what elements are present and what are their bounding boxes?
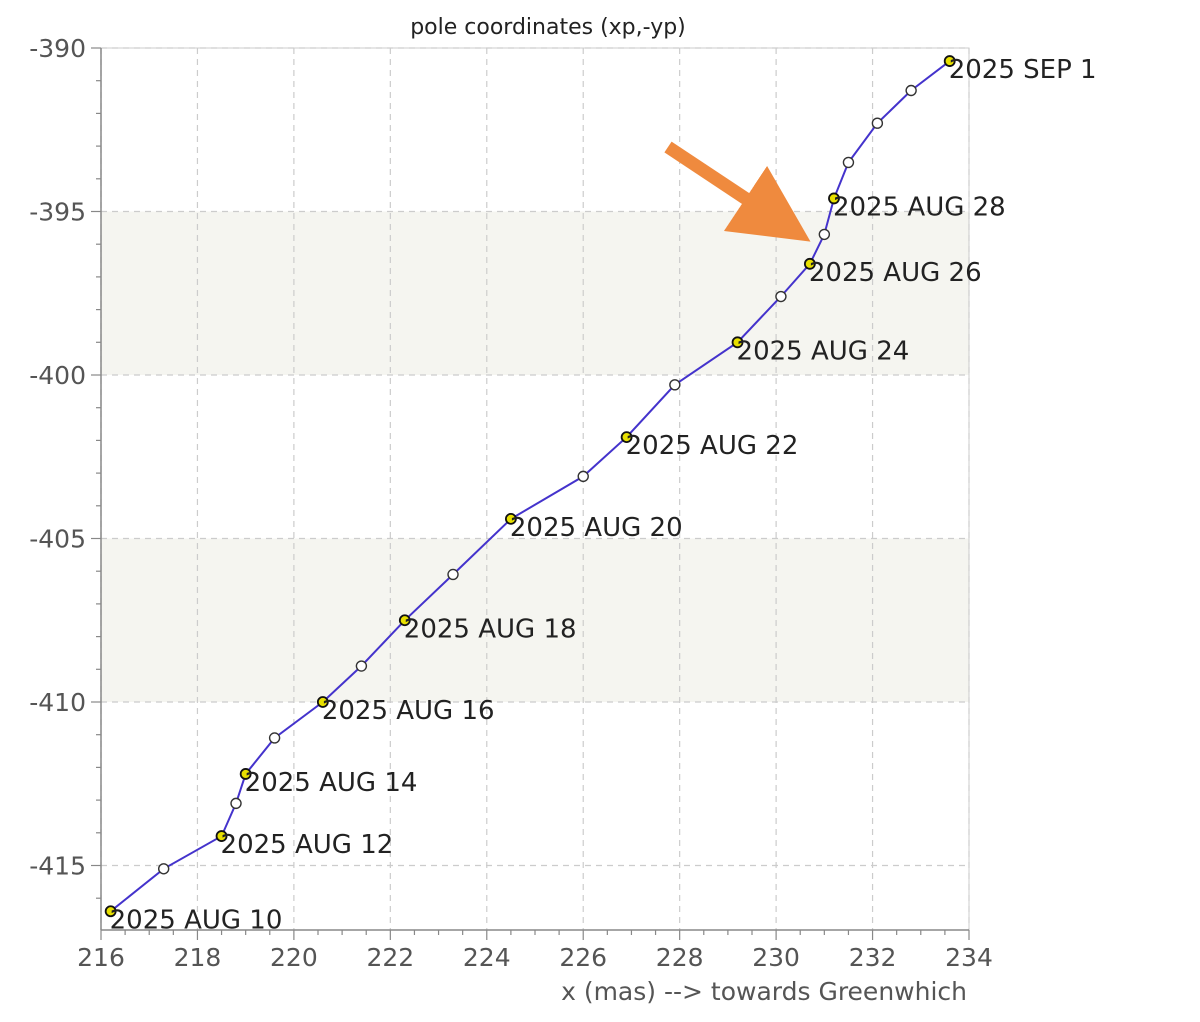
x-tick-label: 234 <box>945 943 993 972</box>
y-tick-label: -415 <box>29 852 86 881</box>
point-date-label: 2025 AUG 14 <box>245 768 418 798</box>
labeled-point <box>316 696 329 708</box>
data-point <box>577 470 589 483</box>
point-date-label: 2025 AUG 24 <box>737 336 910 366</box>
series-group: 2025 AUG 10 2025 AUG 12 2025 AUG 14 2025 AU… <box>104 55 1097 935</box>
series-line <box>109 60 951 913</box>
annotation-arrow <box>664 141 811 242</box>
data-point <box>669 379 681 391</box>
data-point <box>842 156 855 169</box>
chart-title: pole coordinates (xp,-yp) <box>410 15 686 40</box>
x-tick-label: 222 <box>366 943 414 972</box>
y-tick-label: -395 <box>29 198 86 227</box>
plot-frame <box>100 47 970 931</box>
y-tick-label: -390 <box>29 34 86 63</box>
data-point <box>355 660 368 672</box>
data-point <box>268 732 281 744</box>
shaded-band <box>101 538 969 702</box>
point-date-label: 2025 AUG 22 <box>626 431 799 461</box>
labeled-point <box>731 336 744 349</box>
data-point <box>230 797 242 810</box>
labeled-point <box>215 830 228 842</box>
x-tick-label: 230 <box>752 943 800 972</box>
grid-lines <box>100 47 970 930</box>
data-point <box>818 228 831 241</box>
x-tick-label: 220 <box>270 943 318 972</box>
data-point <box>871 117 884 129</box>
y-tick-label: -400 <box>29 361 86 390</box>
x-tick-label: 228 <box>656 943 704 972</box>
x-tick-label: 218 <box>174 943 222 972</box>
point-date-label: 2025 AUG 18 <box>404 614 577 644</box>
labeled-point <box>620 431 633 444</box>
point-date-label: 2025 AUG 12 <box>221 830 394 860</box>
point-date-label: 2025 AUG 10 <box>110 905 283 935</box>
tick-labels: 216 218 220 222 224 226 228 230 232 234 -390 -395 -4… <box>29 34 993 972</box>
y-tick-label: -410 <box>29 688 86 717</box>
x-tick-label: 224 <box>463 943 511 972</box>
y-tick-label: -405 <box>29 525 86 554</box>
data-point <box>157 863 170 875</box>
labeled-point <box>398 614 411 627</box>
point-date-label: 2025 SEP 1 <box>949 55 1097 85</box>
axes <box>91 47 970 940</box>
x-tick-label: 226 <box>559 943 607 972</box>
point-date-label: 2025 AUG 28 <box>833 192 1006 222</box>
x-tick-label: 232 <box>849 943 897 972</box>
labeled-point <box>803 257 816 270</box>
x-axis-label: x (mas) --> towards Greenwhich <box>561 977 967 1006</box>
point-date-label: 2025 AUG 16 <box>322 696 495 726</box>
labeled-point <box>504 512 517 525</box>
point-date-label: 2025 AUG 20 <box>510 513 683 543</box>
x-tick-label: 216 <box>77 943 125 972</box>
labeled-point <box>943 55 956 67</box>
data-point <box>775 290 787 303</box>
data-point <box>905 84 917 97</box>
point-date-label: 2025 AUG 26 <box>809 258 982 288</box>
data-point <box>447 568 459 581</box>
labeled-point <box>104 905 117 918</box>
labeled-point <box>828 192 840 205</box>
labeled-point <box>239 768 252 780</box>
